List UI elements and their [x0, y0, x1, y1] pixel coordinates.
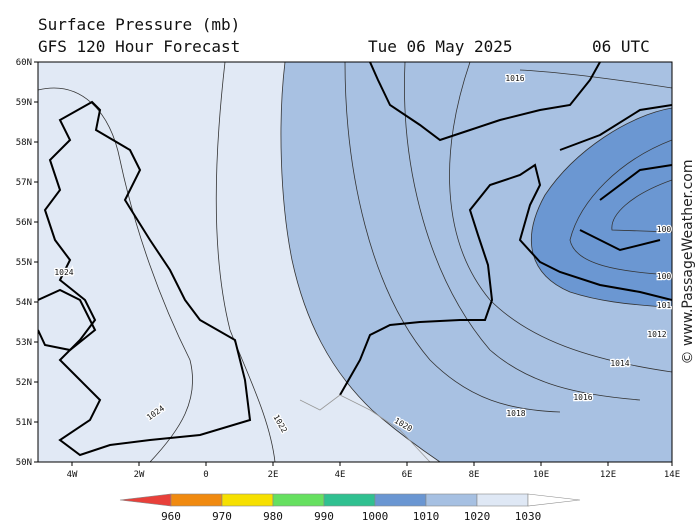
lon-label: 4E	[335, 470, 346, 480]
lon-label: 10E	[533, 470, 549, 480]
title: Surface Pressure (mb)	[38, 15, 240, 34]
map	[38, 62, 672, 462]
lon-label: 0	[203, 470, 208, 480]
colorbar-segment	[323, 493, 376, 507]
isobar-label: 1012	[647, 330, 666, 339]
lat-label: 50N	[16, 458, 32, 468]
isobar-label: 101	[657, 301, 672, 310]
colorbar-label: 1020	[464, 510, 491, 523]
lat-label: 52N	[16, 378, 32, 388]
colorbar-label: 970	[212, 510, 232, 523]
colorbar-segment	[425, 493, 478, 507]
band-1000-1010	[531, 108, 672, 308]
colorbar-segment	[272, 493, 325, 507]
lon-label: 6E	[402, 470, 413, 480]
lat-label: 53N	[16, 338, 32, 348]
colorbar-label: 960	[161, 510, 181, 523]
colorbar-segment	[221, 493, 274, 507]
time: 06 UTC	[592, 37, 650, 56]
colorbar-segment	[170, 493, 223, 507]
colorbar-label: 980	[263, 510, 283, 523]
lon-label: 2E	[268, 470, 279, 480]
lat-label: 60N	[16, 58, 32, 68]
lon-label: 14E	[664, 470, 680, 480]
lat-label: 55N	[16, 258, 32, 268]
lat-label: 57N	[16, 178, 32, 188]
date: Tue 06 May 2025	[368, 37, 513, 56]
isobar-label: 1016	[505, 74, 524, 83]
lon-label: 4W	[67, 470, 78, 480]
colorbar-low	[119, 493, 172, 507]
colorbar-label: 1000	[362, 510, 389, 523]
isobar-label: 1016	[573, 393, 592, 402]
isobar-label: 1014	[610, 359, 629, 368]
lon-label: 2W	[134, 470, 145, 480]
colorbar-segment	[476, 493, 529, 507]
lat-label: 51N	[16, 418, 32, 428]
lat-label: 58N	[16, 138, 32, 148]
lon-label: 12E	[600, 470, 616, 480]
lat-label: 54N	[16, 298, 32, 308]
isobars	[38, 62, 672, 462]
isobar-label: 1018	[506, 409, 525, 418]
colorbar-label: 1030	[515, 510, 542, 523]
colorbar-segment	[374, 493, 427, 507]
colorbar-label: 990	[314, 510, 334, 523]
colorbar-label: 1010	[413, 510, 440, 523]
isobar-label: 1024	[54, 268, 73, 277]
subtitle: GFS 120 Hour Forecast	[38, 37, 240, 56]
band-1020-1030	[38, 62, 440, 462]
borders	[299, 394, 431, 462]
watermark: © www.PassageWeather.com	[680, 159, 696, 364]
lat-label: 56N	[16, 218, 32, 228]
lon-label: 8E	[469, 470, 480, 480]
isobar-label: 100	[657, 272, 672, 281]
colorbar-high	[527, 493, 581, 507]
coastlines	[38, 62, 672, 457]
isobar-label: 100	[657, 225, 672, 234]
lat-label: 59N	[16, 98, 32, 108]
